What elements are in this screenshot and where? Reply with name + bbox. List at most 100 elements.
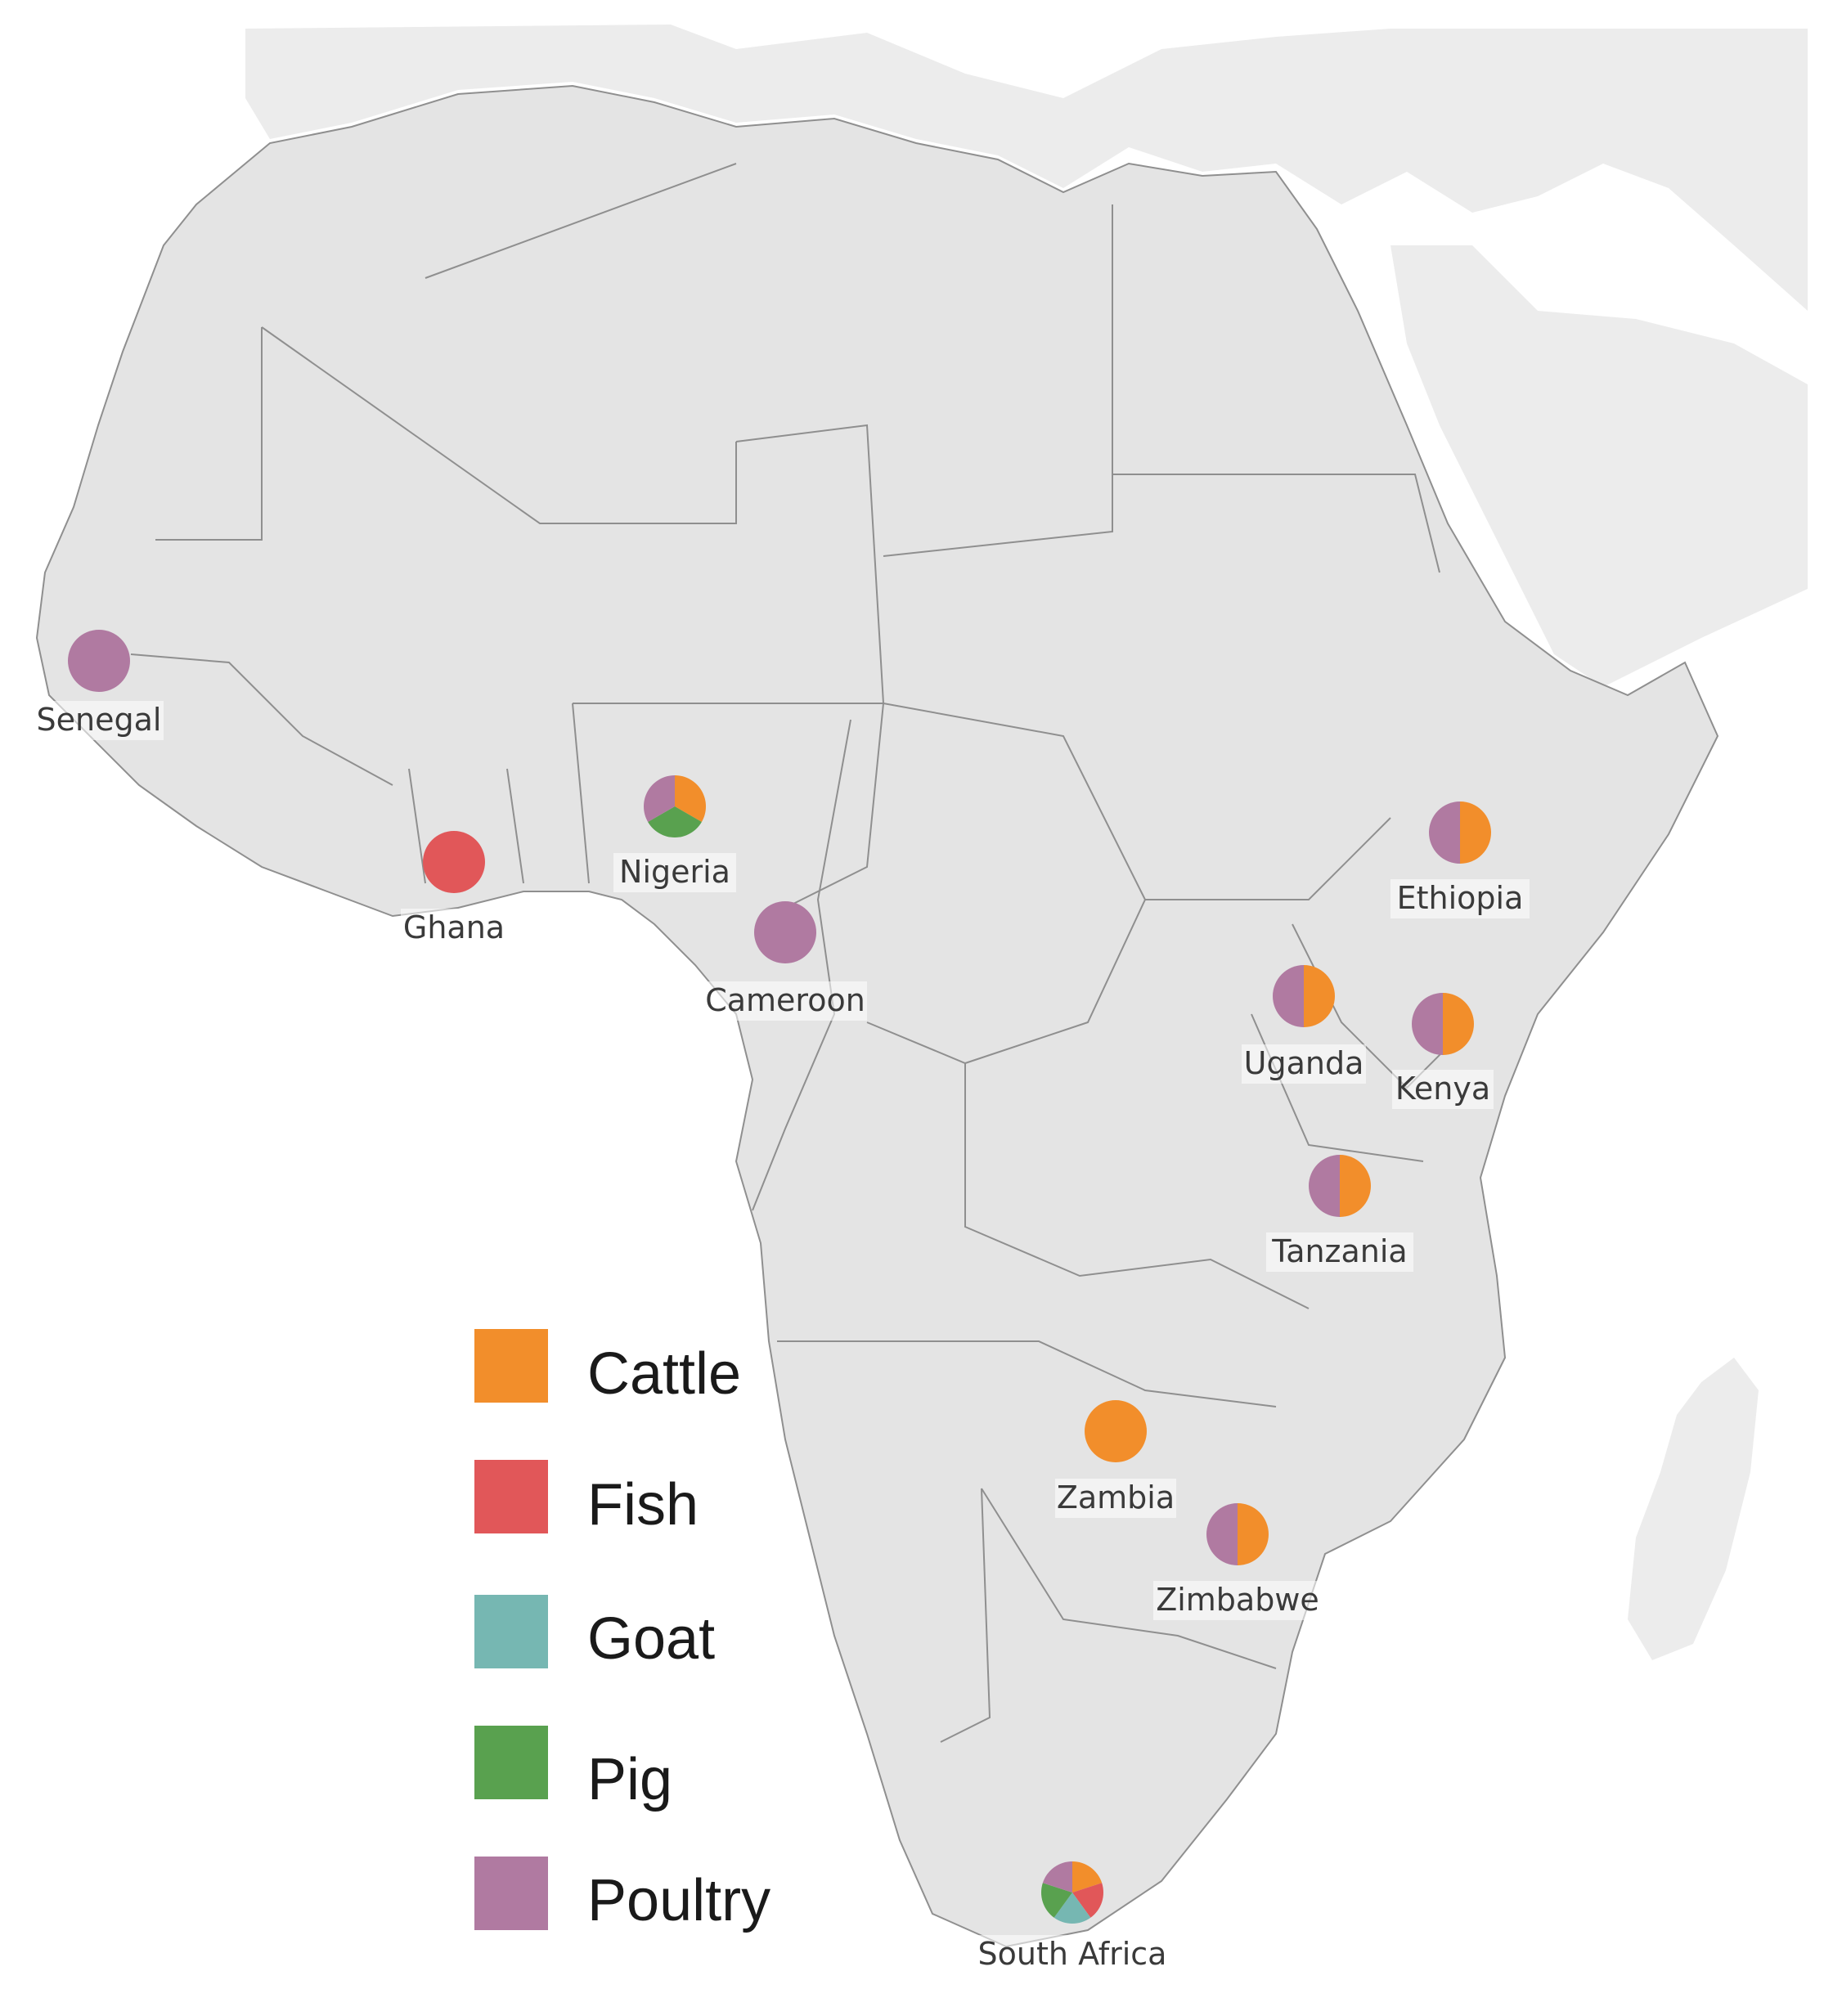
europe-landmass (245, 25, 1808, 311)
pie-slice-cattle (1443, 993, 1474, 1055)
pie-slice-poultry (68, 630, 130, 692)
country-name: Ghana (403, 909, 505, 945)
label-uganda: Uganda (1242, 1044, 1366, 1084)
country-name: Uganda (1244, 1045, 1364, 1081)
pie-zambia (1085, 1400, 1147, 1462)
country-borders (130, 163, 1473, 1743)
border-line (573, 703, 885, 917)
country-labels: Senegal Ghana Nigeria Cameroon Ethiopia … (34, 701, 1530, 1974)
label-zimbabwe: Zimbabwe (1153, 1581, 1322, 1620)
label-background (703, 981, 867, 1021)
border-line (261, 326, 737, 524)
pie-nigeria (644, 775, 706, 837)
legend-item-poultry: Poultry (474, 1857, 770, 1933)
pie-slice-cattle (1460, 801, 1491, 864)
country-name: Cameroon (705, 982, 865, 1018)
label-background (1242, 1044, 1366, 1084)
pie-slice-poultry (1206, 1503, 1238, 1565)
label-kenya: Kenya (1392, 1070, 1494, 1109)
border-line (130, 653, 393, 786)
pie-slice-poultry (644, 775, 675, 822)
legend: Cattle Fish Goat Pig Poultry (474, 1329, 770, 1933)
pie-slice-cattle (1304, 965, 1335, 1027)
pie-slice-cattle (1340, 1155, 1371, 1217)
legend-label: Pig (587, 1747, 672, 1812)
border-line (506, 768, 524, 884)
border-line (981, 1488, 1277, 1669)
label-tanzania: Tanzania (1266, 1232, 1413, 1272)
pie-slice-fish (1072, 1883, 1103, 1918)
label-background (1392, 1070, 1494, 1109)
label-background (613, 853, 736, 892)
legend-swatch (474, 1595, 548, 1668)
pie-tanzania (1309, 1155, 1371, 1217)
border-line (883, 204, 1113, 557)
label-background (1055, 1479, 1176, 1518)
pie-slice-poultry (754, 901, 816, 963)
legend-swatch (474, 1460, 548, 1533)
country-name: South Africa (978, 1936, 1167, 1972)
border-line (425, 163, 737, 279)
label-cameroon: Cameroon (703, 981, 867, 1021)
label-background (401, 909, 507, 948)
label-senegal: Senegal (34, 701, 164, 740)
country-name: Kenya (1395, 1071, 1490, 1107)
pie-slice-cattle (675, 775, 706, 822)
legend-swatch (474, 1857, 548, 1930)
label-background (968, 1935, 1177, 1974)
legend-label: Poultry (587, 1868, 770, 1933)
country-name: Senegal (37, 702, 162, 738)
pie-ghana (423, 831, 485, 893)
country-name: Zimbabwe (1156, 1582, 1319, 1618)
legend-item-pig: Pig (474, 1726, 672, 1812)
label-zambia: Zambia (1055, 1479, 1176, 1518)
label-background (34, 701, 164, 740)
pie-slice-poultry (1429, 801, 1460, 864)
border-line (940, 1488, 991, 1743)
arabian-peninsula (1390, 245, 1808, 687)
africa-landmass (35, 84, 1719, 1948)
border-line (964, 1063, 1310, 1309)
legend-label: Fish (587, 1472, 699, 1538)
pie-ethiopia (1429, 801, 1491, 864)
pie-slice-poultry (1273, 965, 1304, 1027)
pie-slice-poultry (1042, 1861, 1072, 1893)
legend-item-goat: Goat (474, 1595, 715, 1672)
pie-slice-cattle (1072, 1861, 1103, 1893)
legend-item-cattle: Cattle (474, 1329, 741, 1407)
border-line (155, 327, 263, 541)
label-ethiopia: Ethiopia (1390, 879, 1530, 918)
pie-slice-fish (423, 831, 485, 893)
label-background (1266, 1232, 1413, 1272)
border-line (735, 424, 884, 704)
legend-item-fish: Fish (474, 1460, 699, 1538)
pie-slice-poultry (1412, 993, 1443, 1055)
border-line (1112, 474, 1440, 573)
border-line (866, 899, 1146, 1065)
pie-cameroon (754, 901, 816, 963)
pie-kenya (1412, 993, 1474, 1055)
country-name: Tanzania (1271, 1233, 1407, 1269)
border-line (777, 1340, 1277, 1408)
label-ghana: Ghana (401, 909, 507, 948)
legend-swatch (474, 1329, 548, 1403)
pie-slice-goat (1054, 1893, 1091, 1924)
pie-markers (68, 630, 1491, 1924)
legend-label: Cattle (587, 1341, 741, 1407)
legend-label: Goat (587, 1606, 715, 1672)
pie-slice-cattle (1085, 1400, 1147, 1462)
country-name: Ethiopia (1397, 880, 1524, 916)
country-name: Nigeria (619, 854, 730, 890)
border-line (408, 768, 426, 884)
surrounding-land (245, 25, 1808, 1660)
label-background (1153, 1581, 1322, 1620)
country-name: Zambia (1057, 1479, 1175, 1515)
pie-south-africa (1041, 1861, 1103, 1924)
border-line (572, 703, 590, 884)
label-nigeria: Nigeria (613, 853, 736, 892)
label-background (1390, 879, 1530, 918)
pie-senegal (68, 630, 130, 692)
pie-slice-pig (1041, 1883, 1072, 1918)
pie-zimbabwe (1206, 1503, 1269, 1565)
